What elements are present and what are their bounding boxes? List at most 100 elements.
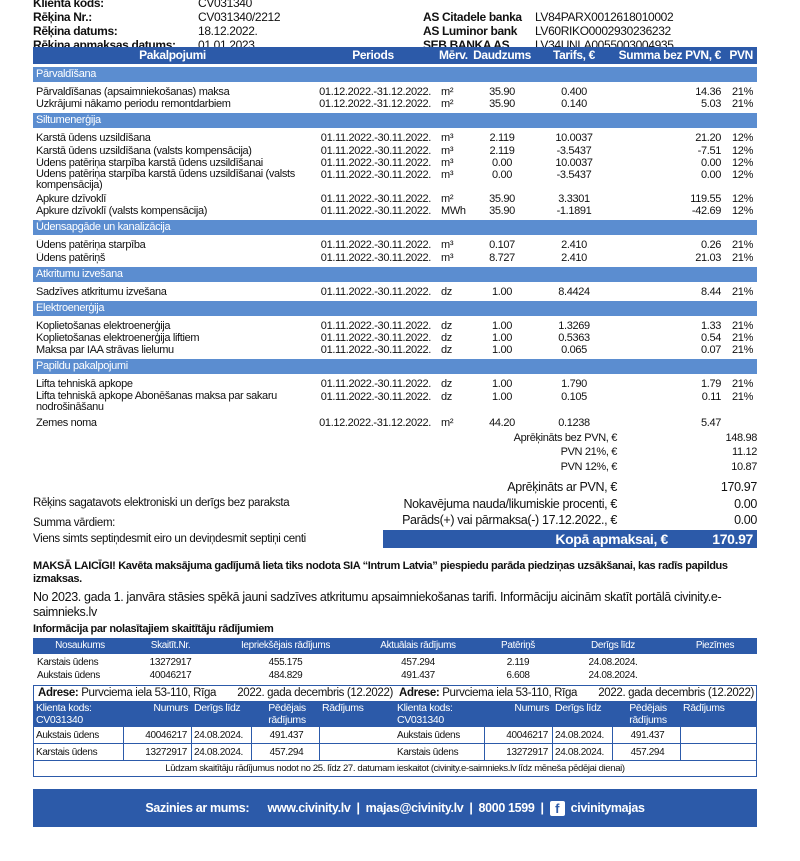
table-header: Pakalpojumi Periods Mērv. Daudzums Tarifs, €… (33, 47, 757, 64)
reading-form: Adrese: Purvciema iela 53-110, Rīga 2022.… (33, 685, 757, 777)
facebook-icon: f (549, 800, 565, 816)
cell: 21% (732, 332, 753, 345)
reading-input[interactable] (681, 727, 756, 743)
cell: 0.5363 (558, 332, 590, 345)
cell: Karstais ūdens (34, 744, 124, 760)
info-row: Rēķina datums: 18.12.2022. (33, 24, 333, 38)
meter-row: Aukstais ūdens 40046217 484.829 491.437 6.60… (33, 670, 757, 683)
cell: 01.11.2022.-30.11.2022. (320, 390, 432, 403)
contact-label: Sazinies ar mums: (145, 801, 250, 815)
cell: 12% (732, 168, 753, 181)
cell: 119.55 (690, 192, 721, 205)
bank-accounts: AS Citadele banka LV84PARX0012618010002 AS… (423, 0, 674, 52)
cell: Koplietošanas elektroenerģija (36, 319, 171, 332)
cell: 10.0037 (555, 132, 593, 145)
section-title: Ūdensapgāde un kanalizācija (36, 221, 171, 234)
table-row: Apkure dzīvoklī 01.11.2022.-30.11.2022. m²… (33, 193, 757, 205)
info-row: Klienta kods: CV031340 (33, 0, 333, 10)
invoice-info: Klienta kods: CV031340 Rēķina Nr.: CV031340… (33, 0, 333, 52)
cell: Karstā ūdens uzsildīšana (valsts kompens… (36, 144, 252, 157)
cell: 1.79 (700, 378, 721, 391)
column-header: Derīgs līdz (194, 702, 241, 714)
cell: 01.11.2022.-30.11.2022. (320, 156, 432, 169)
cell: m³ (441, 156, 454, 169)
address-label: Adrese: (399, 687, 440, 699)
cell: 2.410 (561, 251, 587, 264)
reading-input[interactable] (320, 744, 395, 760)
total-due-label: Kopā apmaksai, € (555, 531, 668, 547)
email-link[interactable]: majas@civinity.lv (365, 801, 464, 815)
table-row: Sadzīves atkritumu izvešana 01.11.2022.-3… (33, 286, 757, 298)
facebook-link[interactable]: civinitymajas (570, 801, 645, 815)
tariff-note: No 2023. gada 1. janvāra stāsies spēkā j… (33, 590, 722, 619)
cell: 0.400 (561, 86, 587, 98)
reading-row: Aukstais ūdens 40046217 24.08.2024. 491.437 (395, 727, 756, 744)
cell: Koplietošanas elektroenerģija liftiem (36, 332, 200, 345)
section-title: Pārvaldīšana (36, 68, 97, 80)
reading-header: Klienta kods: CV031340 Numurs Derīgs līdz P… (395, 701, 756, 727)
cell: 6.608 (506, 669, 530, 681)
meters-title: Informācija par nolasītajiem skaitītāju … (33, 623, 274, 635)
address: Adrese: Purvciema iela 53-110, Rīga (399, 686, 577, 701)
cell: Karstais ūdens (395, 744, 485, 760)
cell: dz (441, 332, 452, 345)
column-header: Rādījums (322, 702, 364, 714)
address-row: Adrese: Purvciema iela 53-110, Rīga 2022.… (395, 686, 756, 701)
cell: 0.1238 (558, 416, 590, 429)
cell: 1.00 (491, 319, 512, 332)
cell: m³ (441, 132, 454, 145)
column-header: Tarifs, € (553, 48, 595, 62)
cell: 2.119 (489, 144, 515, 157)
lower-section: MAKSĀ LAICĪGI! Kavēta maksājuma gadījumā… (33, 560, 757, 827)
cell: Uzkrājumi nākamo periodu remontdarbiem (36, 98, 231, 111)
cell: 01.11.2022.-30.11.2022. (320, 205, 432, 218)
reading-input[interactable] (320, 727, 395, 743)
cell (673, 670, 757, 683)
reading-input[interactable] (681, 744, 756, 760)
cell: Sadzīves atkritumu izvešana (36, 285, 167, 298)
address: Adrese: Purvciema iela 53-110, Rīga (38, 686, 216, 701)
cell: -3.5437 (556, 144, 592, 157)
cell: 2.410 (561, 239, 587, 252)
cell: 21% (732, 344, 753, 357)
website-link[interactable]: www.civinity.lv (267, 801, 351, 815)
column-header: Derīgs līdz (555, 702, 602, 714)
column-header: Numurs (153, 702, 188, 714)
table-row: Ūdens patēriņa starpība karstā ūdens uzs… (33, 169, 757, 193)
column-header: PVN (729, 48, 753, 62)
column-header: Rādījums (683, 702, 725, 714)
column-header: Mērv. (439, 48, 468, 62)
total-label: PVN 21%, € (560, 446, 618, 458)
cell: 01.11.2022.-30.11.2022. (320, 168, 432, 181)
cell: 12% (732, 144, 753, 157)
address-label: Adrese: (38, 687, 79, 699)
cell: 0.00 (491, 156, 512, 169)
cell: 1.00 (491, 390, 512, 403)
reading-form-half: Adrese: Purvciema iela 53-110, Rīga 2022.… (395, 686, 756, 761)
column-header: Klienta kods: CV031340 (397, 702, 453, 726)
column-header: Patēriņš (501, 640, 535, 651)
cell: 0.00 (491, 168, 512, 181)
cell: 1.3269 (558, 319, 590, 332)
cell: Apkure dzīvoklī (valsts kompensācija) (36, 205, 208, 218)
cell: 21% (732, 390, 753, 403)
contact-footer: Sazinies ar mums: www.civinity.lv | maja… (33, 789, 757, 827)
table-row: Lifta tehniskā apkope Abonēšanas maksa p… (33, 391, 757, 415)
cell: 484.829 (268, 669, 303, 681)
table-row: Apkure dzīvoklī (valsts kompensācija) 01.… (33, 205, 757, 217)
table-row: Uzkrājumi nākamo periodu remontdarbiem 01… (33, 98, 757, 110)
cell: 457.294 (252, 744, 320, 760)
cell: 01.12.2022.-31.12.2022. (319, 86, 431, 98)
address-row: Adrese: Purvciema iela 53-110, Rīga 2022.… (34, 686, 395, 701)
table-row: Karstā ūdens uzsildīšana 01.11.2022.-30.1… (33, 132, 757, 144)
cell: 21% (732, 285, 753, 298)
cell: 12% (732, 156, 753, 169)
info-value: CV031340 (198, 0, 252, 10)
total-value: 170.97 (720, 480, 757, 494)
cell: 491.437 (613, 727, 681, 743)
cell: dz (441, 378, 452, 391)
column-header: Nosaukums (55, 640, 105, 651)
table-row: Ūdens patēriņa starpība 01.11.2022.-30.11… (33, 239, 757, 251)
cell: 0.07 (700, 344, 721, 357)
cell: 2.119 (489, 132, 515, 145)
